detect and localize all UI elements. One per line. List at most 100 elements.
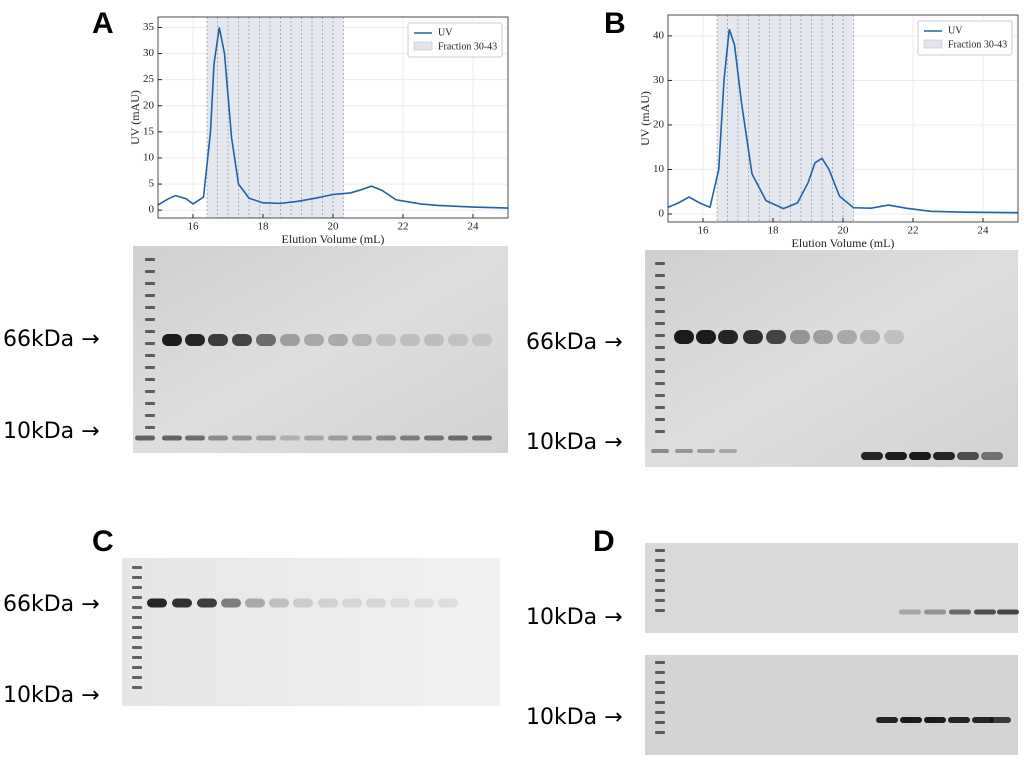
ladder-band — [655, 549, 665, 552]
gel-band — [957, 452, 979, 460]
gel-band — [232, 334, 252, 346]
gel-band — [352, 334, 372, 346]
gel-band — [172, 598, 192, 608]
gel — [122, 558, 500, 706]
gel-band — [366, 598, 386, 608]
gel-band — [974, 609, 996, 615]
ladder-band — [132, 686, 142, 689]
ladder-band — [132, 616, 142, 619]
gel-images — [122, 246, 1019, 755]
ladder-band — [655, 681, 665, 684]
marker-label: 10kDa → — [526, 430, 623, 455]
gel-band — [185, 334, 205, 346]
gel-band — [185, 435, 205, 441]
ladder-band — [145, 270, 155, 273]
ladder-band — [655, 609, 665, 612]
x-tick-label: 22 — [398, 221, 409, 233]
ladder-band — [132, 666, 142, 669]
gel-band — [900, 717, 922, 723]
panel-label: D — [593, 525, 615, 558]
gel-band — [438, 598, 458, 608]
ladder-band — [655, 430, 665, 433]
gel — [645, 655, 1018, 755]
x-tick-label: 24 — [468, 221, 480, 233]
gel-band — [766, 330, 786, 344]
ladder-band — [132, 596, 142, 599]
gel-band — [376, 334, 396, 346]
gel-band — [981, 452, 1003, 460]
y-tick-label: 0 — [659, 208, 665, 220]
gel — [133, 246, 508, 453]
y-tick-label: 20 — [653, 118, 665, 130]
y-tick-label: 15 — [143, 125, 155, 137]
gel-band — [245, 598, 265, 608]
ladder-band — [655, 346, 665, 349]
uv-line — [667, 28, 1019, 214]
gel-band — [933, 452, 955, 460]
ladder-band — [655, 599, 665, 602]
gel-band — [318, 598, 338, 608]
ladder-band — [145, 306, 155, 309]
ladder-band — [145, 402, 155, 405]
marker-label: 10kDa → — [526, 605, 623, 630]
gel-band — [400, 334, 420, 346]
gel-band — [948, 717, 970, 723]
y-tick-label: 20 — [143, 99, 155, 111]
panel-label: C — [92, 525, 114, 558]
gel-band — [909, 452, 931, 460]
gel-band — [472, 334, 492, 346]
ladder-band — [655, 579, 665, 582]
ladder-band — [145, 294, 155, 297]
ladder-band — [655, 671, 665, 674]
ladder-band — [132, 636, 142, 639]
ladder-band — [655, 262, 665, 265]
fraction-span — [207, 17, 344, 218]
ladder-band — [145, 342, 155, 345]
ladder-band — [655, 274, 665, 277]
gel-band — [718, 330, 738, 344]
gel-band — [924, 609, 946, 615]
gel-band — [280, 435, 300, 441]
ladder-band — [655, 286, 665, 289]
y-tick-label: 40 — [653, 29, 665, 41]
ladder-band — [655, 569, 665, 572]
x-tick-label: 22 — [908, 225, 919, 237]
gel-band — [697, 449, 715, 453]
gel-band — [674, 330, 694, 344]
gel-band — [448, 435, 468, 441]
legend-swatch — [923, 39, 943, 49]
ladder-band — [132, 606, 142, 609]
legend-label: Fraction 30-43 — [438, 41, 497, 52]
ladder-band — [655, 559, 665, 562]
panel-label: B — [604, 7, 626, 40]
gel-band — [813, 330, 833, 344]
gel-band — [448, 334, 468, 346]
gel-band — [424, 435, 444, 441]
gel-band — [414, 598, 434, 608]
gel-band — [328, 334, 348, 346]
gel-band — [304, 334, 324, 346]
ladder-band — [655, 358, 665, 361]
x-tick-label: 16 — [188, 221, 200, 233]
ladder-band — [145, 366, 155, 369]
legend-label: Fraction 30-43 — [948, 39, 1007, 50]
gel-band — [376, 435, 396, 441]
gel-band — [352, 435, 372, 441]
ladder-band — [655, 406, 665, 409]
legend-label: UV — [438, 27, 453, 38]
ladder-band — [655, 322, 665, 325]
ladder-band — [145, 354, 155, 357]
ladder-band — [145, 318, 155, 321]
gel-band — [899, 609, 921, 615]
gel-band — [472, 435, 492, 441]
y-tick-label: 25 — [143, 73, 155, 85]
ladder-band — [145, 258, 155, 261]
gel-band — [989, 717, 1011, 723]
marker-label: 66kDa → — [3, 327, 100, 352]
chart: 16 18 20 22 24 0 10 20 30 40 Elution Volume (mL) UV… — [638, 14, 1019, 250]
gel-band — [972, 717, 994, 723]
gel-band — [743, 330, 763, 344]
gel-band — [719, 449, 737, 453]
marker-label: 10kDa → — [3, 683, 100, 708]
ladder-band — [655, 418, 665, 421]
